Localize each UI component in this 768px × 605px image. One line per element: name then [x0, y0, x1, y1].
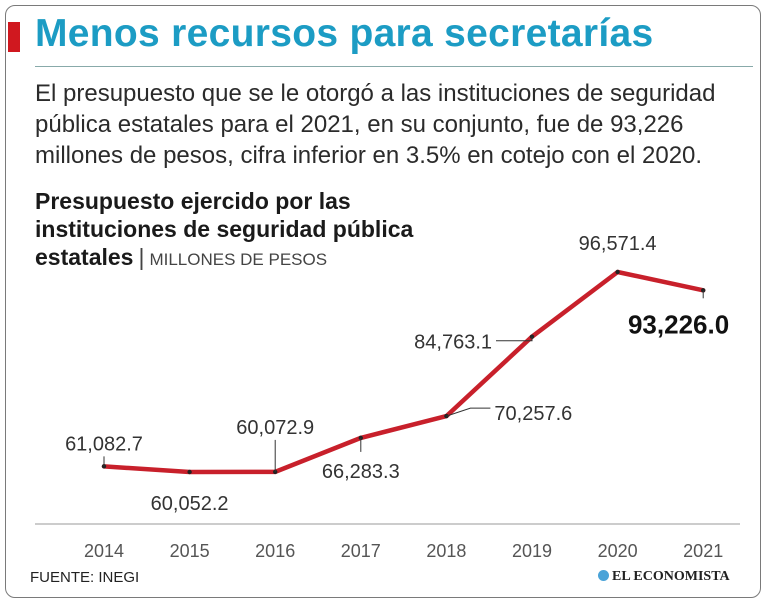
x-tick-label-2015: 2015: [170, 541, 210, 561]
data-point-2020: [615, 269, 620, 275]
data-label-2017: 66,283.3: [322, 461, 400, 483]
data-label-2020: 96,571.4: [579, 233, 657, 255]
chart-title-line1: Presupuesto ejercido por las: [35, 188, 351, 214]
data-label-2021: 93,226.0: [628, 309, 729, 339]
data-point-2019: [529, 334, 535, 339]
title-separator: |: [138, 244, 145, 270]
brand-name: EL ECONOMISTA: [612, 569, 730, 584]
x-tick-label-2014: 2014: [84, 541, 124, 561]
headline-rule: [35, 66, 753, 67]
headline: Menos recursos para secretarías: [35, 12, 654, 55]
source-note: FUENTE: INEGI: [30, 569, 140, 586]
data-point-2015: [187, 469, 192, 475]
chart-title: Presupuesto ejercido por las institucion…: [35, 187, 555, 274]
x-tick-label-2020: 2020: [598, 541, 638, 561]
x-tick-label-2016: 2016: [255, 541, 295, 561]
series-line: [101, 269, 706, 475]
red-accent-bar: [8, 22, 20, 52]
data-point-2017: [358, 435, 363, 441]
x-tick-label-2019: 2019: [512, 541, 552, 561]
data-label-2015: 60,052.2: [151, 493, 229, 515]
chart-title-line3: estatales | MILLONES DE PESOS: [35, 243, 555, 274]
brand-icon: [598, 570, 609, 581]
lead-paragraph: El presupuesto que se le otorgó a las in…: [35, 80, 716, 169]
chart-title-line2: instituciones de seguridad pública: [35, 216, 414, 242]
x-tick-label-2017: 2017: [341, 541, 381, 561]
unit-label: MILLONES DE PESOS: [149, 250, 328, 269]
leader-line-2019: [496, 336, 533, 342]
x-tick-label-2021: 2021: [683, 541, 723, 561]
data-label-2018: 70,257.6: [494, 403, 572, 425]
data-label-2014: 61,082.7: [65, 433, 143, 455]
infographic-frame: [5, 5, 761, 598]
data-point-2018: [444, 413, 449, 419]
chart-title-line3-text: estatales: [35, 244, 134, 270]
brand-logo: EL ECONOMISTA: [598, 569, 730, 585]
leader-line-2018: [446, 407, 491, 417]
x-tick-label-2018: 2018: [426, 541, 466, 561]
data-label-2019: 84,763.1: [414, 332, 492, 354]
data-label-2016: 60,072.9: [236, 417, 314, 439]
